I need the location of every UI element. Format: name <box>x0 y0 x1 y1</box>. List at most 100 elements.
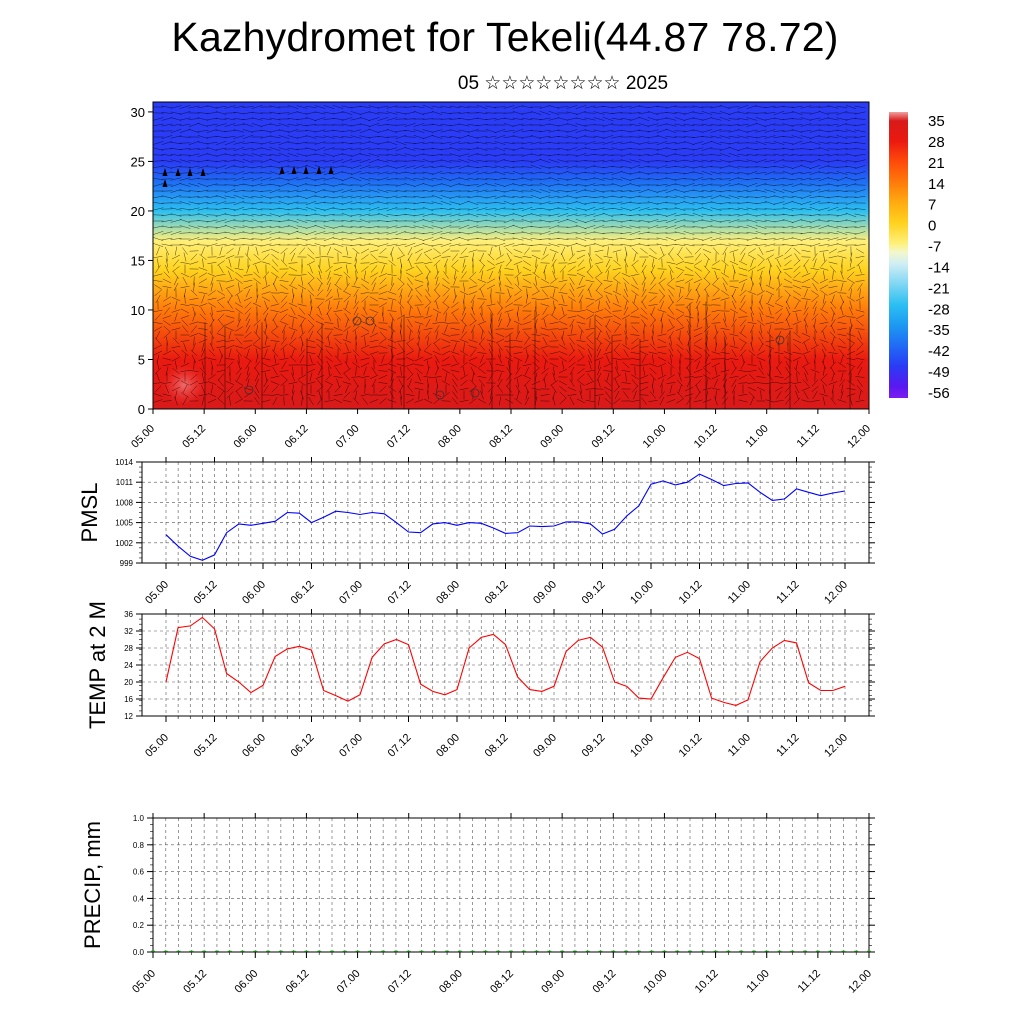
y-tick-label: 20 <box>124 678 133 687</box>
calm-marker <box>470 388 480 398</box>
x-tick-label: 08.12 <box>487 423 515 451</box>
calm-marker <box>365 316 375 326</box>
calm-marker <box>352 316 362 326</box>
y-tick-label: 1002 <box>115 539 133 548</box>
precip-panel: 0.0 0.2 0.4 0.6 0.8 1.0 05.00 05.12 06.00 06.12 07… <box>80 813 875 996</box>
precip-bar <box>509 950 513 952</box>
x-tick-label: 09.00 <box>539 968 567 996</box>
precip-bar <box>700 950 705 952</box>
x-tick-label: 08.12 <box>483 732 511 760</box>
x-tick-label: 10.00 <box>628 732 656 760</box>
x-tick-label: 05.00 <box>143 732 171 760</box>
y-tick-label: 0.4 <box>133 894 145 903</box>
marker-triangle <box>200 168 206 176</box>
precip-bar <box>764 950 769 952</box>
precip-bar <box>330 950 334 952</box>
precip-bar <box>688 950 692 952</box>
x-tick-label: 11.12 <box>774 579 801 606</box>
marker-triangle <box>279 166 285 174</box>
precip-bar <box>266 950 271 952</box>
precip-bar <box>624 950 629 952</box>
precip-bar <box>457 950 462 952</box>
y-tick-label: 16 <box>124 695 133 704</box>
precip-bar <box>151 950 155 952</box>
x-tick-label: 10.12 <box>677 579 705 607</box>
y-tick-label: 12 <box>124 712 133 721</box>
y-tick-label: 0.0 <box>133 948 145 957</box>
precip-bar <box>483 950 488 952</box>
precip-bar <box>393 950 398 952</box>
precip-bar <box>790 950 795 952</box>
precip-bar <box>432 950 437 952</box>
y-tick-label: 30 <box>131 105 145 120</box>
y-axis-label: TEMP at 2 M <box>85 601 110 729</box>
x-tick-label: 06.00 <box>231 423 259 451</box>
x-tick-label: 11.12 <box>774 732 801 759</box>
colorbar-label: 0 <box>928 218 936 235</box>
y-tick-label: 1005 <box>115 519 133 528</box>
precip-bar <box>176 950 181 952</box>
y-tick-label: 1008 <box>115 498 133 507</box>
precip-bars <box>151 950 871 952</box>
y-tick-label: 25 <box>131 154 145 169</box>
x-tick-label: 12.00 <box>845 423 873 451</box>
precip-bar <box>739 950 744 952</box>
x-tick-label: 10.12 <box>677 732 705 760</box>
colorbar-label: -49 <box>928 364 950 381</box>
precip-bar <box>355 950 360 952</box>
y-tick-label: 32 <box>124 627 133 636</box>
x-tick-label: 05.12 <box>192 579 220 607</box>
precip-bar <box>803 950 808 952</box>
y-tick-label: 999 <box>120 559 134 568</box>
marker-triangle <box>175 168 181 176</box>
wind-barbs <box>152 104 866 406</box>
precip-bar <box>470 950 475 952</box>
calm-marker <box>775 335 785 345</box>
x-tick-label: 09.12 <box>580 732 608 760</box>
precip-bar <box>636 950 641 952</box>
colorbar-label: -56 <box>928 385 950 402</box>
x-tick-label: 10.12 <box>692 423 720 451</box>
marker-triangle <box>303 166 309 174</box>
precip-bar <box>278 950 283 952</box>
x-tick-label: 10.00 <box>642 968 670 996</box>
precip-bar <box>611 950 616 952</box>
x-tick-label: 05.12 <box>181 968 209 996</box>
x-tick-label: 10.00 <box>628 579 656 607</box>
marker-triangle <box>187 168 193 176</box>
calm-marker <box>435 390 445 400</box>
colorbar-label: 21 <box>928 155 945 172</box>
x-tick-label: 12.00 <box>822 579 850 607</box>
y-tick-label: 1014 <box>115 458 133 467</box>
grid <box>142 613 869 717</box>
x-tick-label: 09.00 <box>538 423 566 451</box>
x-tick-label: 10.00 <box>641 423 669 451</box>
y-tick-label: 36 <box>124 610 133 619</box>
x-tick-label: 12.00 <box>822 732 850 760</box>
x-tick-label: 08.00 <box>434 732 462 760</box>
precip-bar <box>368 950 373 952</box>
precip-bar <box>317 950 322 952</box>
marker-triangle <box>162 168 168 176</box>
x-tick-label: 06.12 <box>284 968 312 996</box>
x-tick-label: 11.00 <box>744 968 771 995</box>
colorbar-label: 14 <box>928 176 945 193</box>
precip-bar <box>726 950 731 952</box>
precip-bar <box>406 950 411 952</box>
colorbar-label: 28 <box>928 134 945 151</box>
x-tick-label: 05.00 <box>143 579 171 607</box>
marker-triangle <box>328 166 334 174</box>
x-tick-label: 11.00 <box>726 579 753 606</box>
colorbar-label: -42 <box>928 343 950 360</box>
x-tick-label: 08.12 <box>483 579 511 607</box>
precip-bar <box>585 950 590 952</box>
precip-bar <box>214 950 219 952</box>
chart-title: Kazhydromet for Tekeli(44.87 78.72) <box>171 14 839 60</box>
y-tick-label: 15 <box>131 253 145 268</box>
colorbar-label: 7 <box>928 197 936 214</box>
precip-bar <box>240 950 245 952</box>
chart-subtitle: 05 ☆☆☆☆☆☆☆☆ 2025 <box>457 73 669 94</box>
x-tick-label: 08.12 <box>488 968 516 996</box>
y-axis-label: PRECIP, mm <box>80 821 105 949</box>
y-tick-label: 10 <box>131 303 145 318</box>
